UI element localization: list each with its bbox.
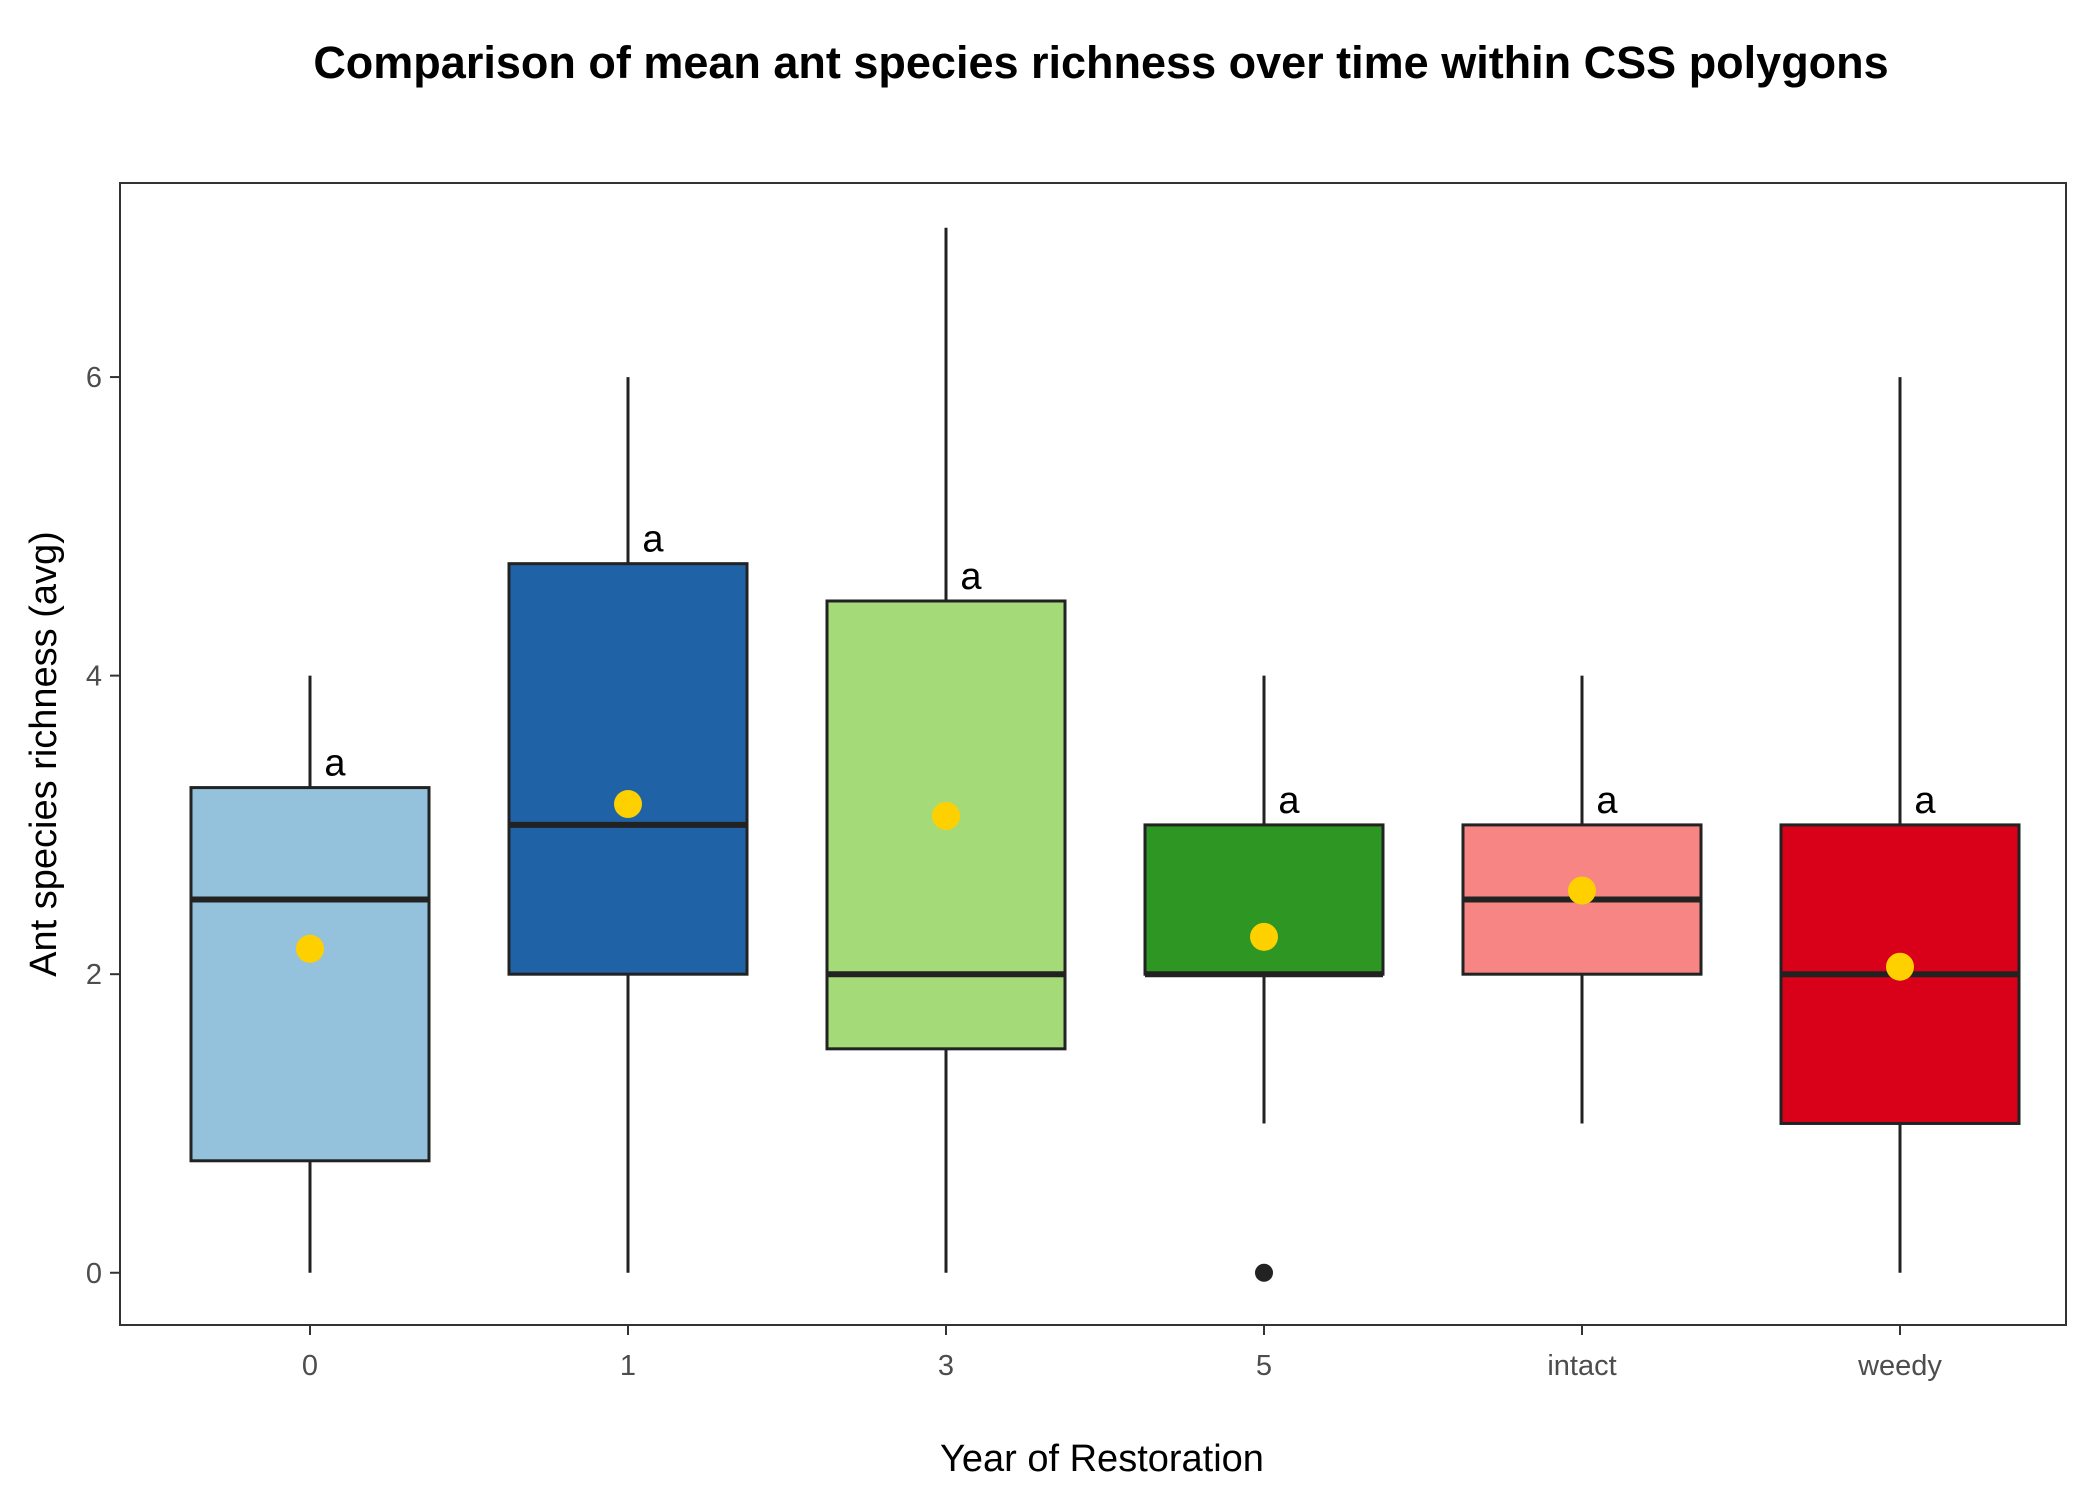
mean-point — [296, 934, 324, 963]
mean-point — [614, 790, 642, 819]
x-tick-label: intact — [1547, 1350, 1616, 1382]
mean-point — [1886, 952, 1914, 981]
chart-title: Comparison of mean ant species richness … — [313, 37, 1888, 88]
plot-panel — [119, 182, 2067, 1326]
box-group-5: a — [1143, 675, 1385, 1282]
y-tick-label: 6 — [86, 362, 102, 394]
y-tick-label: 0 — [86, 1258, 102, 1290]
mean-point — [1568, 876, 1596, 905]
significance-label: a — [1914, 780, 1936, 822]
box-group-weedy: a — [1779, 377, 2021, 1273]
y-axis: 0 2 4 6 — [86, 362, 120, 1290]
significance-label: a — [960, 556, 982, 598]
significance-label: a — [324, 743, 346, 785]
x-tick-label: 3 — [938, 1350, 954, 1382]
x-tick-label: weedy — [1857, 1350, 1942, 1382]
mean-point — [1250, 922, 1278, 951]
box — [1143, 823, 1385, 976]
box-group-3: a — [825, 227, 1067, 1273]
y-tick-label: 4 — [86, 661, 102, 693]
x-axis: 0 1 3 5 intact weedy — [302, 1325, 1942, 1382]
box — [189, 786, 431, 1163]
x-tick-label: 5 — [1256, 1350, 1272, 1382]
box-group-0: a — [189, 675, 431, 1273]
outlier-point — [1255, 1263, 1273, 1282]
boxes-layer: a a a a a a — [189, 227, 2021, 1282]
significance-label: a — [1596, 780, 1618, 822]
box — [507, 562, 749, 976]
y-tick-label: 2 — [86, 959, 102, 991]
y-axis-title: Ant species richness (avg) — [23, 531, 65, 977]
box-group-1: a — [507, 377, 749, 1273]
x-tick-label: 0 — [302, 1350, 318, 1382]
significance-label: a — [1278, 780, 1300, 822]
significance-label: a — [642, 519, 664, 561]
x-tick-label: 1 — [620, 1350, 636, 1382]
box-group-intact: a — [1461, 675, 1703, 1124]
mean-point — [932, 801, 960, 830]
x-axis-title: Year of Restoration — [940, 1438, 1264, 1480]
